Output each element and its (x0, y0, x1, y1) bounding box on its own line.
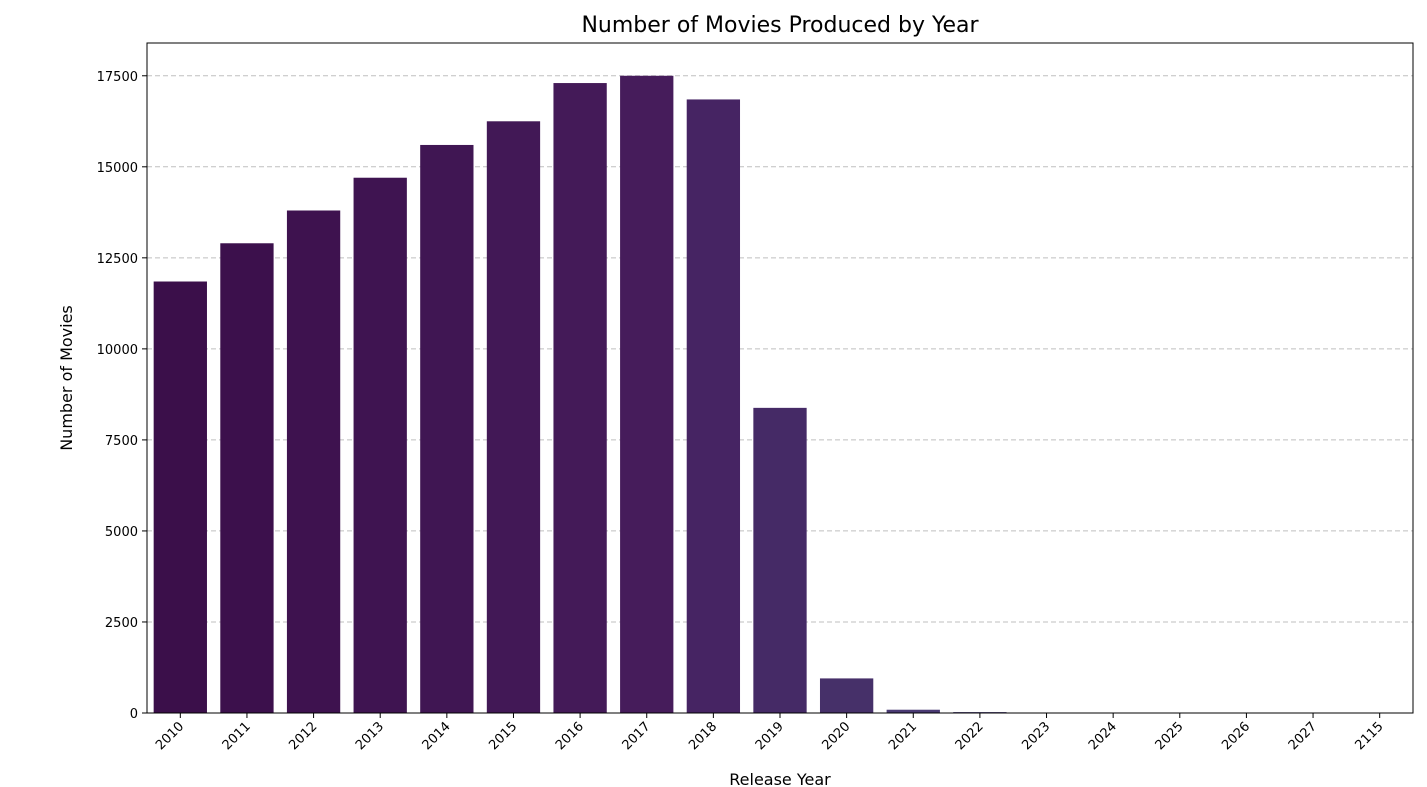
bar-2018 (686, 99, 741, 714)
chart-title: Number of Movies Produced by Year (581, 13, 979, 38)
y-tick-label: 2500 (105, 616, 138, 631)
y-tick-label: 10000 (97, 343, 138, 358)
bars (153, 75, 1407, 714)
y-tick-label: 0 (130, 707, 138, 722)
bar-2011 (220, 243, 274, 714)
bar-2012 (286, 210, 341, 713)
bar-2017 (620, 75, 674, 714)
x-axis-label: Release Year (729, 770, 831, 787)
y-tick-label: 12500 (97, 252, 138, 267)
y-tick-label: 15000 (97, 161, 138, 176)
bar-2021 (886, 709, 940, 713)
y-tick-label: 7500 (105, 434, 138, 449)
bar-2016 (553, 83, 607, 714)
y-axis-label: Number of Movies (57, 305, 76, 451)
bar-2020 (819, 678, 874, 713)
y-tick-label: 5000 (105, 525, 138, 540)
y-axis-ticks: 0 2500 5000 7500 10000 12500 15000 17500 (97, 70, 147, 722)
y-tick-label: 17500 (97, 70, 138, 85)
bar-2019 (753, 407, 807, 713)
bar-2015 (486, 121, 541, 714)
bar-2010 (153, 281, 207, 713)
bar-2013 (353, 177, 407, 713)
bar-2014 (420, 144, 474, 713)
